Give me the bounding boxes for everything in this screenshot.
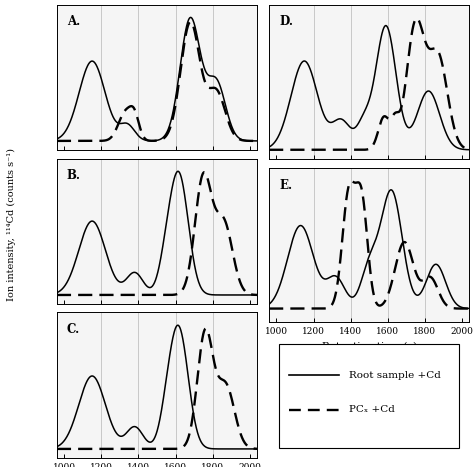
Text: E.: E. xyxy=(279,179,292,191)
Text: PCₓ +Cd: PCₓ +Cd xyxy=(349,405,395,414)
Text: C.: C. xyxy=(67,323,80,336)
Text: B.: B. xyxy=(67,169,81,182)
X-axis label: Retention time (s): Retention time (s) xyxy=(322,342,417,351)
Text: Root sample +Cd: Root sample +Cd xyxy=(349,371,441,380)
Text: A.: A. xyxy=(67,15,80,28)
Text: D.: D. xyxy=(279,15,293,28)
Text: Ion intensity, ¹¹⁴Cd (counts s⁻¹): Ion intensity, ¹¹⁴Cd (counts s⁻¹) xyxy=(7,148,17,301)
FancyBboxPatch shape xyxy=(279,344,459,447)
